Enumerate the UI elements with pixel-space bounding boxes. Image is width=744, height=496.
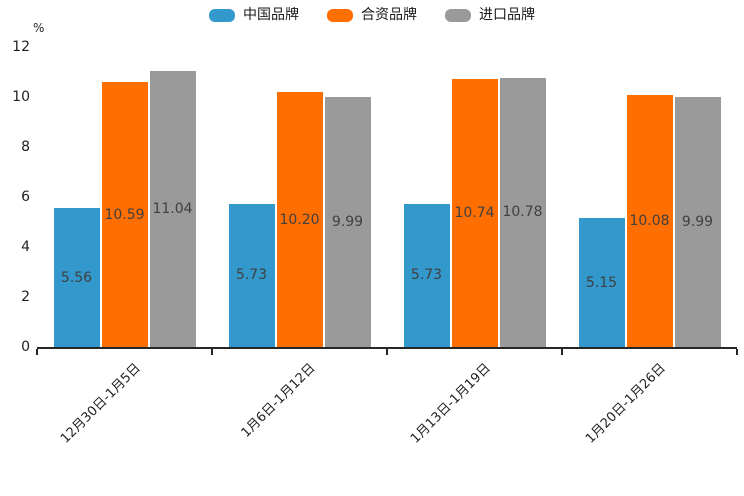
bar-value-label: 10.08 <box>629 213 670 229</box>
bar-value-label: 9.99 <box>681 214 714 231</box>
bar-group-1: 5.73 10.20 9.99 <box>212 47 387 347</box>
bar-series-2-group-1: 9.99 <box>324 97 371 347</box>
y-tick-label: 4 <box>21 239 30 255</box>
legend-swatch-icon <box>209 8 235 22</box>
x-tick <box>386 349 388 355</box>
bar-value-label: 10.74 <box>454 204 495 221</box>
x-axis-label: 1月13日-1月19日 <box>408 360 494 447</box>
bar-series-1-group-1: 10.20 <box>276 92 323 347</box>
bar-series-0-group-3: 5.15 <box>578 218 625 347</box>
legend-label: 合资品牌 <box>361 7 417 23</box>
x-tick <box>211 349 213 355</box>
x-tick <box>36 349 38 355</box>
bar-series-1-group-2: 10.74 <box>451 78 498 347</box>
chart-legend: 中国品牌 合资品牌 进口品牌 <box>0 8 744 22</box>
bar-value-label: 10.78 <box>502 204 543 221</box>
bar-value-label: 10.59 <box>104 206 145 223</box>
plot-area: 5.56 10.59 11.04 5.73 10.20 9.99 5.73 10.74 10.7… <box>36 47 738 355</box>
bar-value-label: 10.20 <box>279 211 320 228</box>
legend-item-0: 中国品牌 <box>209 8 299 22</box>
legend-label: 进口品牌 <box>479 7 535 23</box>
legend-item-2: 进口品牌 <box>445 8 535 22</box>
y-tick-label: 10 <box>12 89 30 105</box>
y-axis-unit-label: % <box>33 21 45 35</box>
x-tick <box>561 349 563 355</box>
bar-value-label: 5.15 <box>585 274 618 291</box>
y-tick-label: 8 <box>21 139 30 155</box>
bar-value-label: 5.73 <box>410 267 443 284</box>
legend-swatch-icon <box>445 8 471 22</box>
bar-series-0-group-0: 5.56 <box>53 208 100 347</box>
y-tick-label: 0 <box>21 339 30 355</box>
legend-swatch-icon <box>327 8 353 22</box>
x-axis-label: 12月30日-1月5日 <box>58 360 144 447</box>
y-tick-label: 6 <box>21 189 30 205</box>
bar-group-2: 5.73 10.74 10.78 <box>387 47 562 347</box>
bar-group-3: 5.15 10.08 9.99 <box>562 47 737 347</box>
bar-value-label: 11.04 <box>152 201 193 217</box>
bar-value-label: 5.56 <box>60 269 93 286</box>
bar-group-0: 5.56 10.59 11.04 <box>37 47 212 347</box>
bar-series-2-group-0: 11.04 <box>149 71 196 347</box>
bar-value-label: 9.99 <box>331 214 364 231</box>
x-axis-label: 1月6日-1月12日 <box>238 360 319 441</box>
y-tick-label: 12 <box>12 39 30 55</box>
legend-label: 中国品牌 <box>243 7 299 23</box>
x-axis-label: 1月20日-1月26日 <box>583 360 669 447</box>
bar-series-2-group-2: 10.78 <box>499 77 546 347</box>
x-tick <box>736 349 738 355</box>
bar-series-0-group-2: 5.73 <box>403 203 450 347</box>
legend-item-1: 合资品牌 <box>327 8 417 22</box>
bar-series-2-group-3: 9.99 <box>674 97 721 347</box>
bar-series-0-group-1: 5.73 <box>228 203 275 347</box>
bar-series-1-group-3: 10.08 <box>626 95 673 347</box>
y-tick-label: 2 <box>21 289 30 305</box>
bar-value-label: 5.73 <box>235 267 268 284</box>
bar-series-1-group-0: 10.59 <box>101 82 148 347</box>
